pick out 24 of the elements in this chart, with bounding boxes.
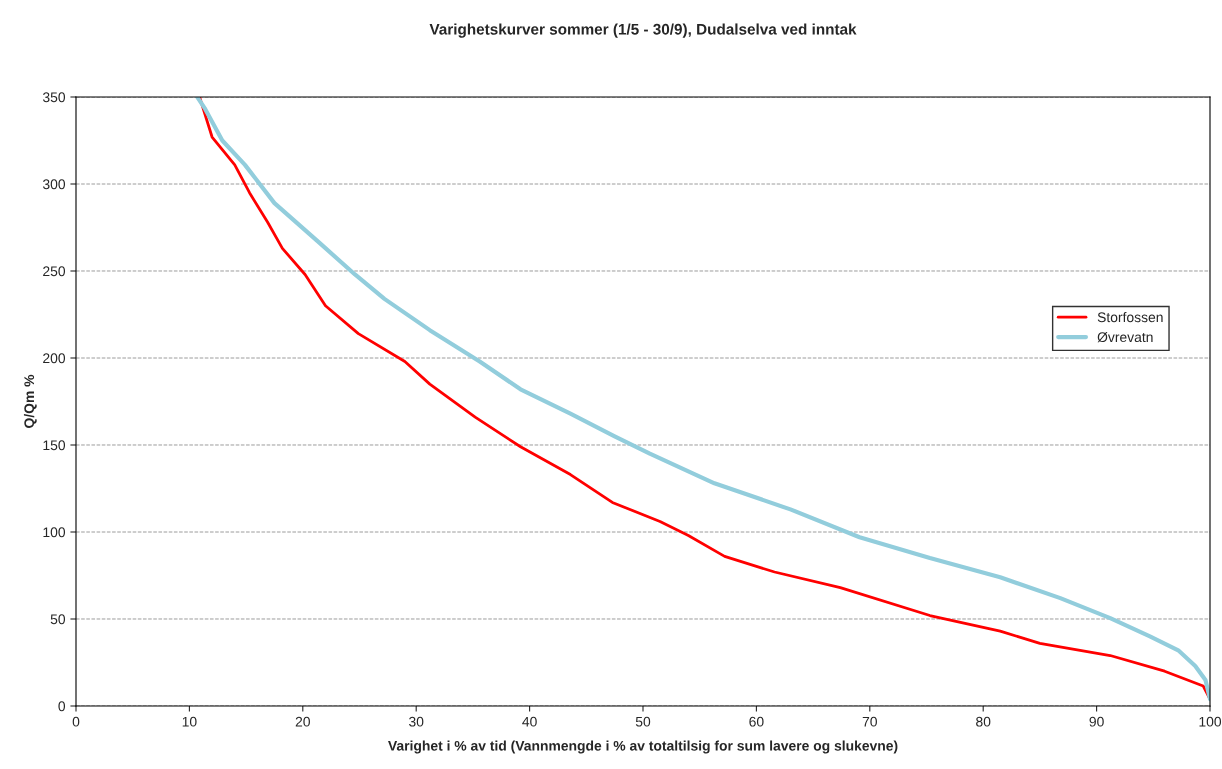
y-tick-label: 0 (58, 701, 66, 712)
x-tick-label: 0 (72, 716, 80, 727)
x-tick-label: 30 (409, 716, 424, 727)
x-axis-title: Varighet i % av tid (Vannmengde i % av totaltilsig for sum lavere og slukevne) (388, 740, 898, 754)
x-tick-label: 10 (182, 716, 197, 727)
x-tick-label: 60 (749, 716, 764, 727)
y-axis-title: Q/Qm % (23, 374, 37, 428)
x-tick-label: 100 (1199, 716, 1222, 727)
x-tick-label: 50 (635, 716, 651, 727)
legend-label: Øvrevatn (1097, 332, 1153, 343)
x-tick-label: 20 (295, 716, 310, 727)
x-tick-label: 70 (862, 716, 877, 727)
x-tick-label: 80 (976, 716, 991, 727)
x-tick-label: 90 (1089, 716, 1104, 727)
y-tick-label: 350 (42, 92, 66, 103)
y-tick-label: 250 (43, 266, 66, 277)
x-tick-label: 40 (522, 716, 537, 727)
y-tick-label: 200 (43, 353, 66, 364)
chart-title: Varighetskurver sommer (1/5 - 30/9), Dudalselva ved inntak (429, 23, 857, 38)
legend-label: Storfossen (1097, 312, 1163, 323)
y-tick-label: 50 (50, 614, 66, 625)
y-tick-label: 300 (42, 179, 66, 190)
y-tick-label: 100 (43, 527, 66, 538)
y-tick-label: 150 (43, 440, 66, 451)
